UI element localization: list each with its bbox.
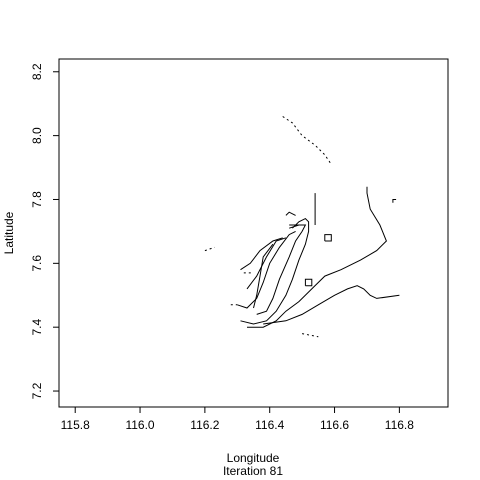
- y-tick-label: 7.2: [30, 382, 44, 399]
- plot-caption: Iteration 81: [223, 464, 283, 478]
- contour-line-14: [285, 211, 296, 216]
- contour-line-4: [246, 237, 287, 290]
- plot-area-frame: [58, 58, 449, 408]
- contour-line-12: [392, 199, 397, 203]
- y-axis: 7.2 7.4 7.6 7.8 8.0 8.2: [30, 63, 59, 399]
- y-tick-label: 8.0: [30, 127, 44, 144]
- contour-line-2: [256, 224, 307, 315]
- contour-line-16: [204, 246, 215, 252]
- contour-line-10: [324, 234, 332, 242]
- contour-line-8: [263, 285, 400, 325]
- x-tick-label: 116.4: [255, 418, 284, 432]
- y-tick-label: 8.2: [30, 63, 44, 80]
- contour-line-1: [240, 217, 310, 325]
- x-tick-label: 116.8: [385, 418, 414, 432]
- contour-line-15: [282, 116, 332, 165]
- contour-lines: [204, 116, 400, 338]
- y-axis-label: Latitude: [2, 211, 16, 254]
- y-tick-label: 7.8: [30, 191, 44, 208]
- contour-line-3: [237, 230, 296, 309]
- x-tick-label: 116.0: [125, 418, 154, 432]
- y-tick-label: 7.6: [30, 255, 44, 272]
- contour-line-9: [304, 278, 313, 287]
- x-tick-label: 116.2: [190, 418, 219, 432]
- contour-line-6: [253, 243, 274, 309]
- x-tick-label: 116.6: [320, 418, 349, 432]
- y-tick-label: 7.4: [30, 319, 44, 336]
- contour-line-5: [240, 237, 283, 271]
- x-tick-label: 115.8: [61, 418, 90, 432]
- x-axis-label: Longitude: [227, 451, 280, 465]
- x-axis: 115.8 116.0 116.2 116.4 116.6 116.8: [61, 407, 414, 432]
- contour-line-19: [302, 333, 319, 338]
- contour-line-7: [247, 186, 387, 328]
